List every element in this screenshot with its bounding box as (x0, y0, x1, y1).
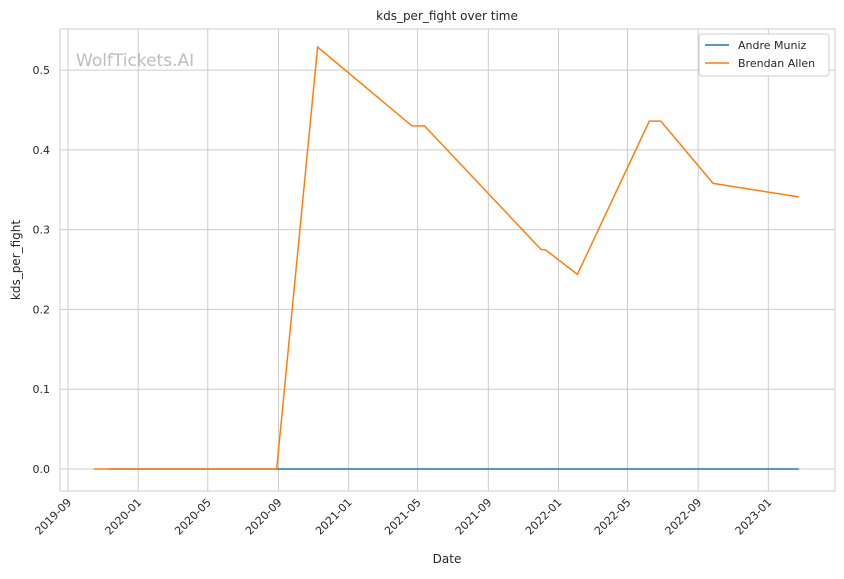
series-lines (93, 45, 799, 470)
x-tick-label: 2020-09 (243, 496, 285, 538)
y-tick-label: 0.4 (33, 144, 51, 157)
y-axis-label: kds_per_fight (9, 220, 23, 301)
grid (60, 29, 835, 491)
x-tick-label: 2022-01 (523, 496, 565, 538)
y-tick-label: 0.1 (33, 383, 51, 396)
y-tick-label: 0.2 (33, 303, 51, 316)
legend-label-andre-muniz: Andre Muniz (738, 39, 807, 52)
x-tick-label: 2022-09 (663, 496, 705, 538)
x-tick-label: 2021-09 (453, 496, 495, 538)
x-tick-label: 2020-05 (172, 496, 214, 538)
x-tick-label: 2019-09 (32, 496, 74, 538)
x-tick-label: 2022-05 (592, 496, 634, 538)
plot-frame (59, 28, 836, 492)
legend-box (698, 33, 830, 77)
chart-title: kds_per_fight over time (376, 9, 518, 23)
y-tick-label: 0.3 (33, 224, 51, 237)
y-tick-label: 0.0 (33, 463, 51, 476)
x-tick-label: 2021-01 (313, 496, 355, 538)
x-tick-label: 2023-01 (733, 496, 775, 538)
x-tick-label: 2021-05 (382, 496, 424, 538)
x-tick-label: 2020-01 (103, 496, 145, 538)
y-tick-label: 0.5 (33, 64, 51, 77)
series-line-brendan-allen (93, 45, 799, 470)
x-axis-label: Date (433, 552, 462, 566)
watermark: WolfTickets.AI (76, 51, 194, 71)
legend: Andre Muniz Brendan Allen (698, 33, 830, 77)
legend-label-brendan-allen: Brendan Allen (738, 57, 815, 70)
tick-labels: 2019-09 2020-01 2020-05 2020-09 2021-01 2021-… (32, 64, 774, 538)
